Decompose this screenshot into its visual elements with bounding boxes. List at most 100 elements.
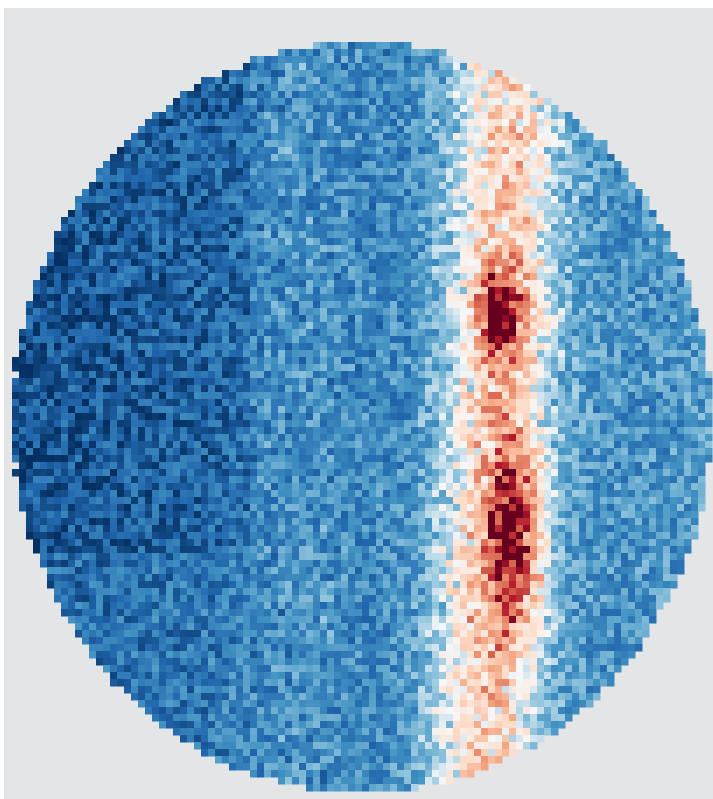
heatmap-cell — [61, 273, 69, 281]
heatmap-cell — [439, 280, 447, 288]
heatmap-cell — [285, 427, 293, 435]
heatmap-cell — [257, 196, 265, 204]
heatmap-cell — [502, 378, 510, 386]
heatmap-cell — [593, 224, 601, 232]
heatmap-cell — [299, 371, 307, 379]
heatmap-cell — [47, 364, 55, 372]
heatmap-cell — [523, 420, 531, 428]
heatmap-cell — [404, 147, 412, 155]
heatmap-cell — [488, 133, 496, 141]
heatmap-cell — [495, 336, 503, 344]
heatmap-cell — [313, 231, 321, 239]
heatmap-cell — [516, 378, 524, 386]
heatmap-cell — [523, 154, 531, 162]
heatmap-cell — [523, 105, 531, 113]
heatmap-cell — [642, 385, 650, 393]
heatmap-cell — [404, 392, 412, 400]
heatmap-cell — [635, 378, 643, 386]
heatmap-cell — [180, 406, 188, 414]
heatmap-cell — [355, 350, 363, 358]
heatmap-cell — [68, 252, 76, 260]
heatmap-cell — [131, 203, 139, 211]
heatmap-cell — [292, 266, 300, 274]
heatmap-cell — [656, 301, 664, 309]
heatmap-cell — [292, 133, 300, 141]
heatmap-cell — [488, 224, 496, 232]
heatmap-cell — [698, 399, 706, 407]
heatmap-cell — [229, 119, 237, 127]
heatmap-cell — [376, 196, 384, 204]
heatmap-cell — [208, 434, 216, 442]
heatmap-cell — [663, 287, 671, 295]
heatmap-cell — [180, 273, 188, 281]
heatmap-cell — [152, 413, 160, 421]
heatmap-cell — [271, 140, 279, 148]
heatmap-cell — [292, 434, 300, 442]
heatmap-cell — [495, 154, 503, 162]
heatmap-cell — [292, 196, 300, 204]
heatmap-cell — [341, 322, 349, 330]
heatmap-cell — [320, 420, 328, 428]
heatmap-cell — [446, 399, 454, 407]
heatmap-cell — [75, 336, 83, 344]
heatmap-cell — [502, 161, 510, 169]
heatmap-cell — [299, 336, 307, 344]
heatmap-cell — [663, 441, 671, 449]
heatmap-cell — [145, 147, 153, 155]
heatmap-cell — [271, 203, 279, 211]
heatmap-cell — [348, 273, 356, 281]
heatmap-cell — [572, 196, 580, 204]
heatmap-cell — [264, 77, 272, 85]
heatmap-cell — [236, 196, 244, 204]
heatmap-cell — [691, 420, 699, 428]
heatmap-cell — [537, 371, 545, 379]
heatmap-cell — [341, 343, 349, 351]
heatmap-cell — [481, 350, 489, 358]
heatmap-cell — [320, 413, 328, 421]
heatmap-cell — [236, 112, 244, 120]
heatmap-cell — [166, 189, 174, 197]
heatmap-cell — [502, 287, 510, 295]
heatmap-cell — [362, 343, 370, 351]
heatmap-cell — [425, 434, 433, 442]
heatmap-cell — [635, 189, 643, 197]
heatmap-cell — [418, 56, 426, 64]
heatmap-cell — [593, 203, 601, 211]
heatmap-cell — [313, 399, 321, 407]
heatmap-cell — [47, 315, 55, 323]
heatmap-cell — [684, 399, 692, 407]
heatmap-cell — [110, 378, 118, 386]
heatmap-cell — [565, 119, 573, 127]
heatmap-cell — [474, 112, 482, 120]
heatmap-cell — [299, 112, 307, 120]
heatmap-cell — [187, 350, 195, 358]
heatmap-cell — [180, 133, 188, 141]
heatmap-cell — [278, 252, 286, 260]
heatmap-cell — [628, 182, 636, 190]
heatmap-cell — [82, 315, 90, 323]
heatmap-cell — [355, 469, 363, 477]
heatmap-cell — [320, 182, 328, 190]
heatmap-cell — [397, 385, 405, 393]
heatmap-cell — [54, 448, 62, 456]
heatmap-cell — [600, 322, 608, 330]
heatmap-cell — [327, 196, 335, 204]
heatmap-cell — [19, 413, 27, 421]
heatmap-cell — [530, 357, 538, 365]
heatmap-cell — [334, 266, 342, 274]
heatmap-cell — [229, 469, 237, 477]
heatmap-cell — [390, 91, 398, 99]
heatmap-cell — [544, 189, 552, 197]
heatmap-cell — [593, 231, 601, 239]
heatmap-cell — [26, 322, 34, 330]
heatmap-cell — [19, 441, 27, 449]
heatmap-cell — [229, 287, 237, 295]
heatmap-cell — [551, 189, 559, 197]
heatmap-cell — [418, 238, 426, 246]
heatmap-cell — [215, 112, 223, 120]
heatmap-cell — [551, 266, 559, 274]
heatmap-cell — [355, 266, 363, 274]
heatmap-cell — [670, 413, 678, 421]
heatmap-cell — [453, 217, 461, 225]
heatmap-cell — [586, 399, 594, 407]
